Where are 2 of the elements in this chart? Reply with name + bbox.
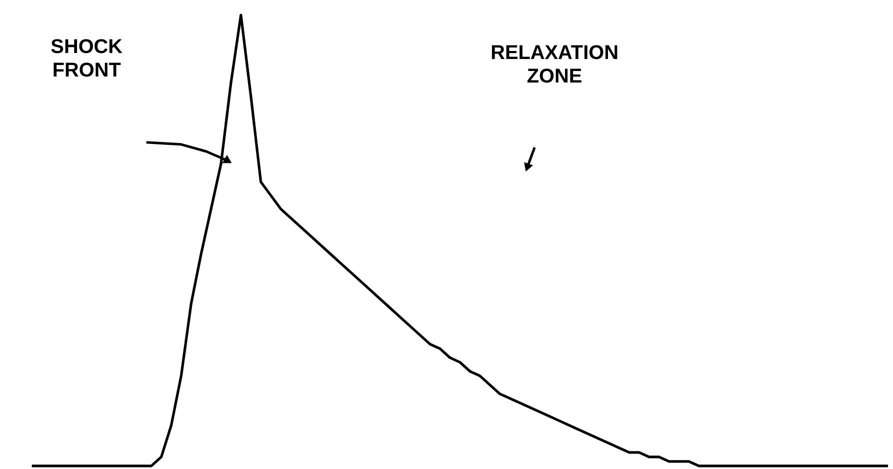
- annotation: SHOCK FRONT: [50, 36, 124, 82]
- annotation: RELAXATION ZONE: [490, 42, 618, 88]
